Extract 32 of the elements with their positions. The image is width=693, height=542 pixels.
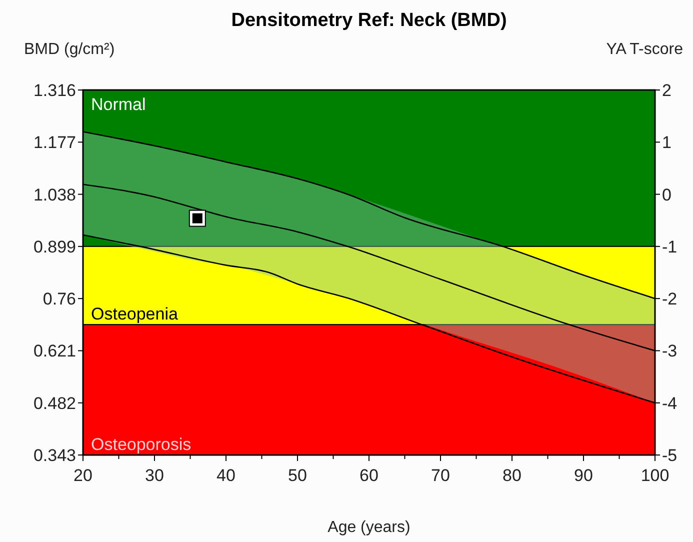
chart-title: Densitometry Ref: Neck (BMD) [231, 10, 507, 31]
y2-tick-label: -3 [662, 342, 678, 361]
x-tick-label: 80 [502, 466, 522, 485]
x-tick-label: 20 [74, 466, 92, 485]
x-tick-label: 100 [640, 466, 670, 485]
x-axis-title: Age (years) [328, 519, 410, 536]
x-tick-label: 30 [145, 466, 164, 485]
band-label: Osteoporosis [91, 435, 192, 454]
x-tick-label: 60 [360, 466, 378, 485]
y-tick-label: 1.316 [33, 81, 76, 100]
x-tick-label: 70 [431, 466, 450, 485]
y2-axis-title: YA T-score [606, 41, 684, 58]
y-tick-label: 1.038 [33, 185, 76, 204]
y2-tick-label: -2 [662, 290, 678, 309]
y2-tick-label: -4 [662, 394, 678, 413]
y2-tick-label: 0 [662, 185, 672, 204]
x-tick-label: 50 [288, 466, 307, 485]
y-tick-label: 0.899 [33, 237, 76, 256]
y-axis-title: BMD (g/cm²) [24, 41, 115, 58]
y2-tick-label: 1 [662, 133, 672, 152]
y2-tick-label: 2 [662, 81, 672, 100]
x-tick-label: 90 [574, 466, 593, 485]
band-label: Normal [91, 95, 146, 114]
y-tick-label: 0.621 [33, 342, 76, 361]
y2-tick-label: -5 [662, 446, 678, 465]
y-tick-label: 0.482 [33, 394, 76, 413]
y-tick-label: 1.177 [33, 133, 76, 152]
y-tick-label: 0.343 [33, 446, 76, 465]
y2-tick-label: -1 [662, 237, 678, 256]
band-label: Osteopenia [91, 304, 178, 324]
x-tick-label: 40 [216, 466, 236, 485]
y-tick-label: 0.76 [42, 290, 76, 309]
